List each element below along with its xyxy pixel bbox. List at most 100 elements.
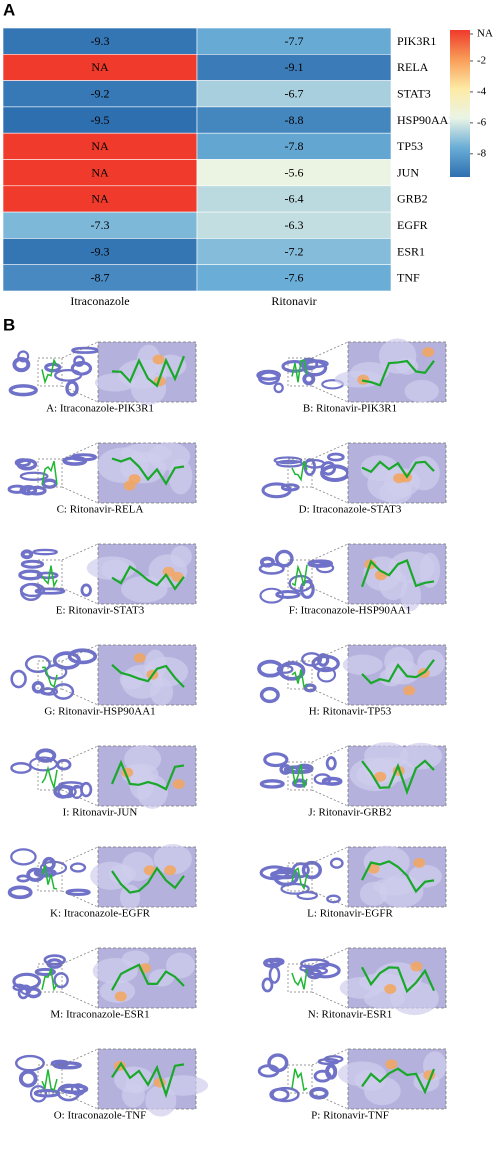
docking-image: [259, 742, 447, 807]
protein-ribbon: [280, 882, 310, 895]
heat-cell: [2, 264, 198, 292]
residue: [422, 347, 435, 358]
surface: [145, 1084, 177, 1117]
residue: [123, 480, 136, 491]
surface: [147, 442, 191, 471]
cell-label: -5.6: [285, 165, 304, 179]
ligand: [291, 564, 308, 587]
protein-ribbon: [26, 485, 47, 496]
ligand: [361, 966, 436, 994]
protein-ribbon: [71, 346, 100, 354]
protein-ribbon: [259, 779, 285, 789]
docking-image: [10, 644, 197, 706]
docking-image: [8, 341, 197, 405]
heat-cell: [2, 27, 198, 55]
cell-label: -6.3: [285, 218, 304, 232]
protein-ribbon: [52, 683, 75, 700]
zoom-line: [61, 890, 99, 908]
protein-ribbon: [270, 870, 299, 880]
cell-label: -9.3: [91, 34, 110, 48]
residue: [164, 865, 177, 876]
cell-label: NA: [91, 139, 109, 153]
ligand: [41, 865, 58, 890]
surface: [400, 579, 422, 612]
protein-ribbon: [299, 579, 315, 599]
protein-ribbon: [80, 583, 92, 597]
zoom-line: [61, 644, 99, 662]
zoom-line: [311, 789, 349, 807]
ligand: [41, 565, 58, 589]
cell-label: -8.8: [285, 113, 304, 127]
protein-ribbon: [7, 885, 33, 900]
protein-ribbon: [35, 748, 57, 763]
ligand: [291, 764, 308, 788]
row-label: EGFR: [397, 218, 428, 232]
ligand: [111, 963, 185, 991]
colorbar-tick-label: -8: [477, 147, 487, 159]
cell-label: -7.6: [285, 271, 304, 285]
cell-label: NA: [91, 60, 109, 74]
cell-label: -8.7: [91, 271, 110, 285]
ligand: [110, 759, 185, 791]
row-label: GRB2: [397, 192, 428, 206]
zoom-line: [311, 1048, 349, 1066]
protein-ribbon: [311, 654, 340, 673]
heat-cell: [2, 211, 198, 239]
cell-label: -9.2: [91, 87, 110, 101]
cell-label: -7.2: [285, 244, 304, 258]
focus-box: [287, 862, 313, 892]
protein-ribbon: [261, 977, 274, 993]
protein-ribbon: [307, 559, 334, 568]
protein-ribbon: [259, 556, 275, 568]
zoom-line: [311, 890, 349, 908]
focus-box: [37, 761, 63, 791]
protein-ribbon: [32, 548, 58, 556]
surface: [136, 774, 168, 809]
panel-label: B: [3, 315, 15, 334]
ligand: [361, 759, 435, 796]
protein-ribbon: [329, 857, 344, 869]
protein-ribbon: [320, 461, 337, 476]
protein-ribbon: [19, 471, 49, 481]
row-label: PIK3R1: [397, 34, 436, 48]
cell-label: -7.7: [285, 34, 304, 48]
caption: I: Ritonavir-JUN: [63, 807, 138, 819]
ligand: [361, 460, 435, 479]
protein-ribbon: [16, 874, 30, 883]
docking-image: [14, 1048, 209, 1117]
ligand: [361, 659, 435, 685]
protein-ribbon: [261, 482, 292, 499]
protein-ribbon: [70, 361, 93, 376]
surface: [119, 884, 141, 910]
protein-ribbon: [26, 867, 45, 882]
focus-box: [287, 660, 313, 690]
protein-ribbon: [10, 762, 32, 774]
surface: [419, 552, 441, 588]
protein-ribbon: [303, 683, 317, 693]
caption: M: Itraconazole-ESR1: [50, 1009, 149, 1021]
protein-ribbon: [259, 686, 280, 704]
protein-ribbon: [273, 382, 284, 394]
ligand: [111, 866, 185, 894]
protein-ribbon: [273, 456, 303, 465]
protein-ribbon: [327, 452, 345, 462]
zoom-line: [61, 991, 99, 1009]
heat-cell: [196, 80, 392, 108]
protein-ribbon: [29, 756, 58, 772]
zoom-line: [61, 341, 99, 359]
cell-label: -7.3: [91, 218, 110, 232]
zoom-line: [61, 745, 99, 763]
protein-ribbon: [62, 455, 88, 466]
cell-label: -9.1: [285, 60, 304, 74]
zoom-line: [61, 1048, 99, 1066]
protein-ribbon: [58, 781, 85, 790]
protein-ribbon: [57, 785, 77, 799]
heat-cell: [2, 80, 198, 108]
heat-cell: [196, 106, 392, 134]
ligand: [360, 559, 435, 588]
cell-label: -9.3: [91, 244, 110, 258]
focus-box: [37, 963, 63, 993]
protein-ribbon: [69, 862, 87, 873]
residue: [393, 473, 406, 484]
